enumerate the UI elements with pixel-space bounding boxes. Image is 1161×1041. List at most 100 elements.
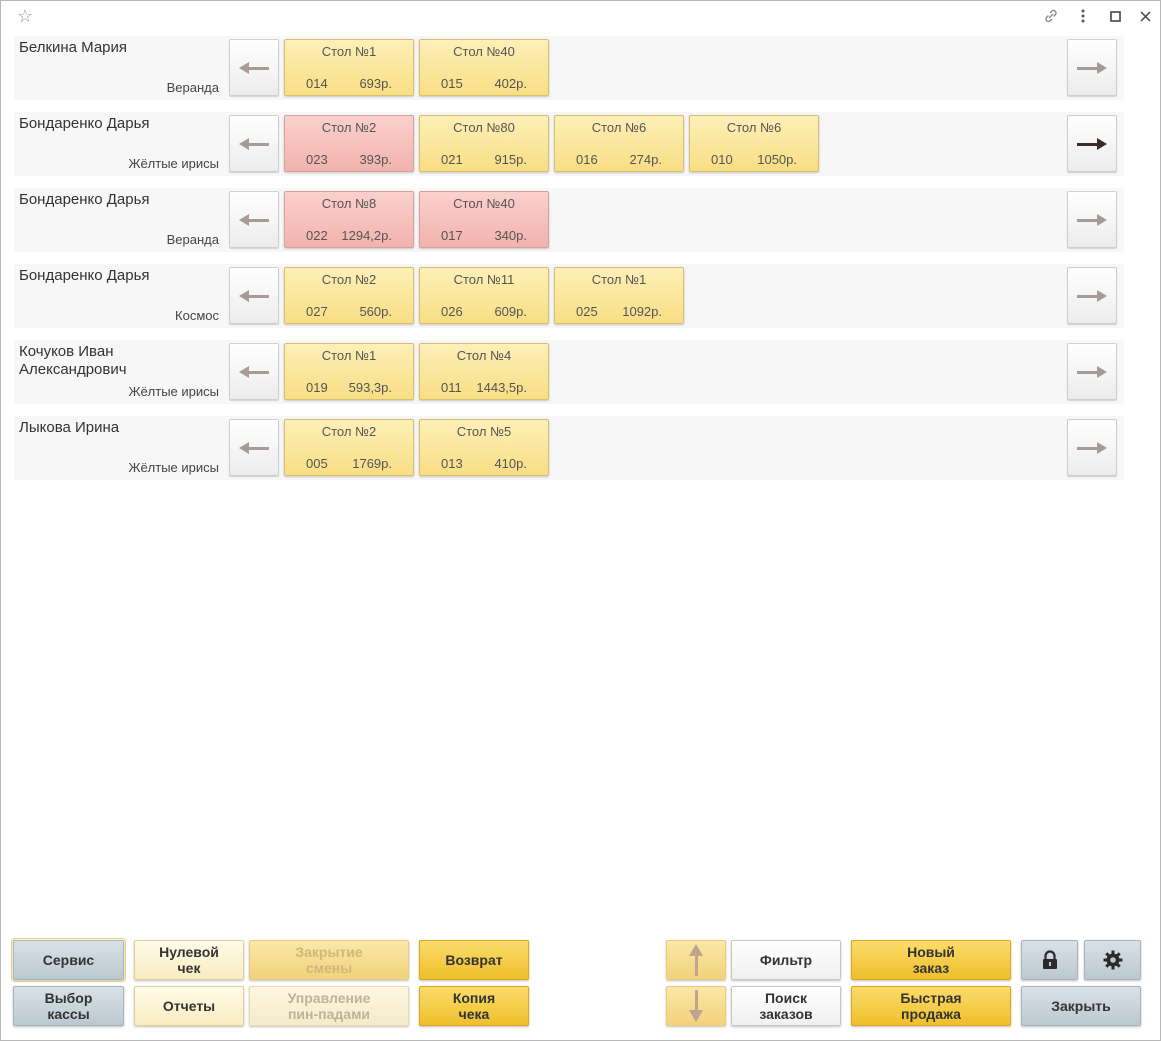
refund-button[interactable]: Возврат bbox=[419, 940, 529, 980]
order-card[interactable]: Стол №40 017 340р. bbox=[419, 191, 549, 248]
pin-pads-label: Управление пин-падами bbox=[287, 990, 371, 1022]
arrow-right-icon bbox=[1077, 61, 1107, 74]
search-orders-button[interactable]: Поиск заказов bbox=[731, 986, 841, 1026]
table-name: Стол №40 bbox=[453, 196, 515, 211]
scroll-right-button[interactable] bbox=[1067, 191, 1117, 248]
order-card[interactable]: Стол №8 022 1294,2р. bbox=[284, 191, 414, 248]
order-sum: 1092р. bbox=[622, 304, 662, 319]
waiter-name: Кочуков Иван Александрович bbox=[19, 343, 127, 378]
close-button[interactable]: Закрыть bbox=[1021, 986, 1141, 1026]
order-sum: 340р. bbox=[494, 228, 527, 243]
waiter-name: Белкина Мария bbox=[19, 39, 128, 56]
arrow-left-icon bbox=[239, 365, 269, 378]
order-card[interactable]: Стол №6 016 274р. bbox=[554, 115, 684, 172]
reports-button[interactable]: Отчеты bbox=[134, 986, 244, 1026]
scroll-up-button[interactable] bbox=[666, 940, 726, 980]
order-sum: 1443,5р. bbox=[476, 380, 527, 395]
order-card[interactable]: Стол №1 014 693р. bbox=[284, 39, 414, 96]
table-name: Стол №4 bbox=[456, 348, 512, 363]
order-number: 010 bbox=[711, 152, 733, 167]
select-register-label: Выбор кассы bbox=[44, 990, 93, 1022]
waiter-row: Бондаренко Дарья Жёлтые ирисы Стол №2 023 39… bbox=[14, 112, 1124, 176]
waiter-row: Лыкова Ирина Жёлтые ирисы Стол №2 005 1769р.… bbox=[14, 416, 1124, 480]
order-number: 021 bbox=[441, 152, 463, 167]
hall-name: Жёлтые ирисы bbox=[128, 156, 219, 171]
lock-button[interactable] bbox=[1021, 940, 1078, 980]
order-card[interactable]: Стол №1 025 1092р. bbox=[554, 267, 684, 324]
scroll-right-button[interactable] bbox=[1067, 115, 1117, 172]
order-card[interactable]: Стол №2 023 393р. bbox=[284, 115, 414, 172]
waiter-name: Бондаренко Дарья bbox=[19, 191, 150, 208]
scroll-down-button[interactable] bbox=[666, 986, 726, 1026]
order-number: 027 bbox=[306, 304, 328, 319]
scroll-left-button[interactable] bbox=[229, 115, 279, 172]
order-number: 026 bbox=[441, 304, 463, 319]
order-sum: 609р. bbox=[494, 304, 527, 319]
order-card[interactable]: Стол №2 005 1769р. bbox=[284, 419, 414, 476]
order-sum: 274р. bbox=[629, 152, 662, 167]
order-sum: 1769р. bbox=[352, 456, 392, 471]
star-icon[interactable]: ☆ bbox=[17, 6, 34, 26]
hall-name: Веранда bbox=[166, 80, 219, 95]
table-name: Стол №6 bbox=[726, 120, 782, 135]
reports-label: Отчеты bbox=[162, 998, 216, 1014]
service-button[interactable]: Сервис bbox=[11, 938, 126, 982]
order-card[interactable]: Стол №2 027 560р. bbox=[284, 267, 414, 324]
order-sum: 915р. bbox=[494, 152, 527, 167]
hall-name: Жёлтые ирисы bbox=[128, 384, 219, 399]
table-name: Стол №2 bbox=[321, 272, 377, 287]
order-card[interactable]: Стол №40 015 402р. bbox=[419, 39, 549, 96]
receipt-copy-label: Копия чека bbox=[452, 990, 496, 1022]
scroll-right-button[interactable] bbox=[1067, 267, 1117, 324]
close-icon[interactable] bbox=[1136, 7, 1154, 25]
order-number: 015 bbox=[441, 76, 463, 91]
receipt-copy-button[interactable]: Копия чека bbox=[419, 986, 529, 1026]
order-card[interactable]: Стол №4 011 1443,5р. bbox=[419, 343, 549, 400]
gear-icon bbox=[1103, 950, 1122, 970]
scroll-left-button[interactable] bbox=[229, 343, 279, 400]
scroll-right-button[interactable] bbox=[1067, 343, 1117, 400]
table-name: Стол №1 bbox=[591, 272, 647, 287]
order-card[interactable]: Стол №80 021 915р. bbox=[419, 115, 549, 172]
arrow-left-icon bbox=[239, 441, 269, 454]
quick-sale-button[interactable]: Быстрая продажа bbox=[851, 986, 1011, 1026]
order-number: 017 bbox=[441, 228, 463, 243]
order-card[interactable]: Стол №5 013 410р. bbox=[419, 419, 549, 476]
table-name: Стол №40 bbox=[453, 44, 515, 59]
order-sum: 393р. bbox=[359, 152, 392, 167]
order-card[interactable]: Стол №1 019 593,3р. bbox=[284, 343, 414, 400]
orders-by-waiter-list: Белкина Мария Веранда Стол №1 014 693р. Стол … bbox=[14, 36, 1124, 492]
table-name: Стол №11 bbox=[453, 272, 515, 287]
arrow-up-icon bbox=[689, 944, 703, 976]
table-name: Стол №6 bbox=[591, 120, 647, 135]
order-number: 013 bbox=[441, 456, 463, 471]
arrow-left-icon bbox=[239, 213, 269, 226]
order-sum: 560р. bbox=[359, 304, 392, 319]
zero-check-button[interactable]: Нулевой чек bbox=[134, 940, 244, 980]
scroll-right-button[interactable] bbox=[1067, 419, 1117, 476]
more-vertical-icon[interactable] bbox=[1074, 7, 1092, 25]
scroll-right-button[interactable] bbox=[1067, 39, 1117, 96]
close-shift-button[interactable]: Закрытие смены bbox=[249, 940, 409, 980]
order-card[interactable]: Стол №11 026 609р. bbox=[419, 267, 549, 324]
pin-pads-button[interactable]: Управление пин-падами bbox=[249, 986, 409, 1026]
maximize-icon[interactable] bbox=[1106, 7, 1124, 25]
waiter-name: Лыкова Ирина bbox=[19, 419, 120, 436]
select-register-button[interactable]: Выбор кассы bbox=[13, 986, 124, 1026]
scroll-left-button[interactable] bbox=[229, 191, 279, 248]
scroll-left-button[interactable] bbox=[229, 267, 279, 324]
table-name: Стол №2 bbox=[321, 424, 377, 439]
waiter-row: Белкина Мария Веранда Стол №1 014 693р. Стол … bbox=[14, 36, 1124, 100]
new-order-button[interactable]: Новый заказ bbox=[851, 940, 1011, 980]
scroll-left-button[interactable] bbox=[229, 39, 279, 96]
hall-name: Космос bbox=[175, 308, 219, 323]
filter-button[interactable]: Фильтр bbox=[731, 940, 841, 980]
waiter-row: Бондаренко Дарья Веранда Стол №8 022 1294,2р… bbox=[14, 188, 1124, 252]
order-number: 011 bbox=[441, 380, 462, 395]
order-sum: 402р. bbox=[494, 76, 527, 91]
scroll-left-button[interactable] bbox=[229, 419, 279, 476]
order-card[interactable]: Стол №6 010 1050р. bbox=[689, 115, 819, 172]
zero-check-label: Нулевой чек bbox=[159, 944, 219, 976]
settings-button[interactable] bbox=[1084, 940, 1141, 980]
link-icon[interactable] bbox=[1042, 7, 1060, 25]
